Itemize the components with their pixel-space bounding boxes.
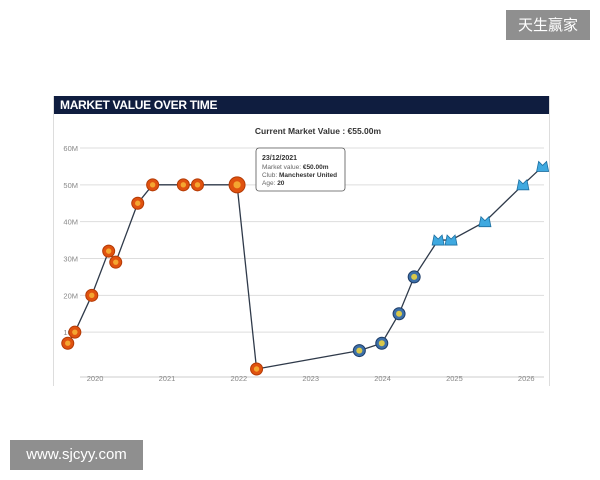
man-utd-point xyxy=(131,196,145,210)
crest-center xyxy=(378,340,385,347)
club-b-point xyxy=(375,336,389,350)
crest-center xyxy=(194,182,201,188)
club-b-point xyxy=(392,307,406,321)
club-c-crest-icon xyxy=(536,160,550,172)
svg-text:Age: 20: Age: 20 xyxy=(262,180,285,187)
tooltip: 23/12/2021 Market value: €50.00m Club: M… xyxy=(255,147,346,192)
x-tick-label: 2023 xyxy=(302,374,319,383)
man-utd-point xyxy=(68,325,82,339)
tooltip-age-label: Age: xyxy=(262,180,277,187)
watermark-bottom-left: www.sjcyy.com xyxy=(10,440,143,470)
tooltip-mv-label: Market value: xyxy=(262,164,303,171)
y-tick-label: 20M xyxy=(63,291,78,300)
man-utd-point xyxy=(109,255,123,269)
crest-center xyxy=(356,347,363,354)
club-c-point xyxy=(478,215,492,228)
club-c-point xyxy=(516,179,530,191)
watermark-top-right: 天生赢家 xyxy=(506,10,590,40)
y-tick-label: 60M xyxy=(63,144,78,153)
x-tick-label: 2025 xyxy=(446,374,463,383)
man-utd-point xyxy=(146,178,160,192)
x-tick-label: 2024 xyxy=(374,374,391,383)
crest-center xyxy=(105,248,112,254)
man-utd-point xyxy=(85,288,99,302)
svg-text:Club: Manchester United: Club: Manchester United xyxy=(262,172,337,179)
tooltip-date: 23/12/2021 xyxy=(262,155,297,162)
crest-center xyxy=(89,292,95,299)
crest-center xyxy=(253,366,260,372)
man-utd-point xyxy=(176,178,190,192)
crest-center xyxy=(233,181,241,189)
y-tick-label: 30M xyxy=(63,255,78,264)
tooltip-club-value: Manchester United xyxy=(279,172,337,179)
panel-title: MARKET VALUE OVER TIME xyxy=(54,96,549,114)
club-b-point xyxy=(352,344,366,358)
tooltip-club-label: Club: xyxy=(262,172,279,179)
crest-center xyxy=(411,273,418,280)
market-value-panel: MARKET VALUE OVER TIME xyxy=(53,96,550,386)
club-c-point xyxy=(444,234,458,246)
crest-center xyxy=(135,200,141,206)
x-tick-label: 2020 xyxy=(87,374,104,383)
crest-center xyxy=(113,259,119,265)
crest-center xyxy=(180,182,187,188)
man-utd-point xyxy=(228,176,246,194)
club-b-point xyxy=(407,270,421,284)
man-utd-point xyxy=(61,336,75,350)
tooltip-mv-value: €50.00m xyxy=(303,164,329,171)
club-c-point xyxy=(536,160,550,172)
man-utd-point xyxy=(190,178,204,192)
crest-center xyxy=(396,310,403,317)
club-c-point xyxy=(431,234,445,246)
man-utd-point xyxy=(250,362,264,376)
y-tick-label: 40M xyxy=(63,218,78,227)
x-tick-label: 2022 xyxy=(230,374,247,383)
x-tick-label: 2021 xyxy=(159,374,176,383)
club-c-crest-icon xyxy=(516,179,530,191)
club-c-crest-icon xyxy=(444,234,458,246)
tooltip-age-value: 20 xyxy=(277,180,285,187)
x-tick-label: 2026 xyxy=(518,374,535,383)
crest-center xyxy=(149,182,156,188)
club-c-crest-icon xyxy=(478,215,492,228)
club-c-crest-icon xyxy=(431,234,445,246)
svg-text:Market value: €50.00m: Market value: €50.00m xyxy=(262,164,329,171)
chart-title: Current Market Value : €55.00m xyxy=(255,126,382,136)
series-line xyxy=(67,165,544,370)
crest-center xyxy=(72,329,78,335)
crest-center xyxy=(65,340,71,346)
y-tick-label: 50M xyxy=(63,181,78,190)
man-utd-point xyxy=(102,244,116,258)
